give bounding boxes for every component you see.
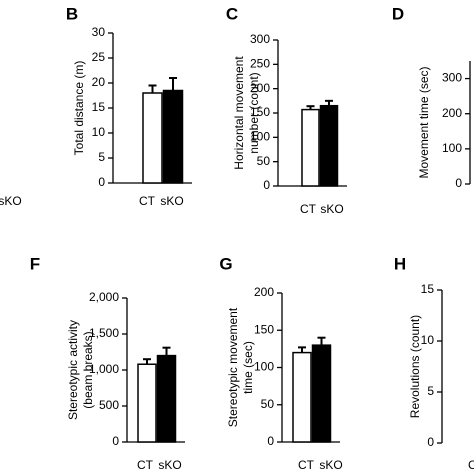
y-tick-label: 0 — [427, 435, 434, 449]
x-tick-label: CT — [298, 458, 315, 472]
y-tick-label: 150 — [250, 105, 270, 119]
x-tick-label: sKO — [158, 458, 181, 472]
y-tick-label: 200 — [442, 106, 462, 120]
bar — [292, 351, 312, 443]
y-tick-label: 250 — [250, 57, 270, 71]
x-tick-label: CT — [137, 458, 154, 472]
bar — [301, 108, 320, 187]
y-tick-label: 500 — [99, 398, 119, 412]
x-tick-label: CT — [468, 458, 474, 472]
panel-label: C — [226, 4, 238, 23]
y-tick-label: 0 — [455, 176, 462, 190]
y-tick-label: 0 — [267, 434, 274, 448]
y-tick-label: 30 — [92, 25, 106, 39]
y-axis-label: Horizontal movement — [232, 56, 246, 170]
bar — [137, 363, 157, 443]
panel-label: B — [66, 4, 78, 23]
y-axis-label: time (sec) — [241, 341, 255, 394]
y-tick-label: 2,000 — [89, 290, 119, 304]
y-tick-label: 150 — [254, 322, 274, 336]
bar — [156, 354, 177, 443]
y-axis-label: Stereotypic movement — [226, 307, 240, 427]
y-tick-label: 100 — [254, 360, 274, 374]
x-tick-label: CT — [139, 194, 156, 208]
y-tick-label: 25 — [92, 50, 106, 64]
y-tick-label: 200 — [254, 285, 274, 299]
panel-label: H — [394, 254, 406, 273]
y-tick-label: 50 — [261, 397, 275, 411]
y-tick-label: 300 — [250, 32, 270, 46]
y-tick-label: 20 — [92, 75, 106, 89]
panel-label: F — [30, 254, 40, 273]
y-tick-label: 1,500 — [89, 326, 119, 340]
x-tick-label: sKO — [319, 458, 342, 472]
bar — [311, 344, 332, 443]
y-tick-label: 10 — [421, 333, 435, 347]
y-tick-label: 5 — [427, 384, 434, 398]
y-tick-label: 100 — [442, 141, 462, 155]
x-tick-label: CT — [300, 202, 317, 216]
y-tick-label: 15 — [92, 100, 106, 114]
y-tick-label: 10 — [92, 125, 106, 139]
y-axis-label: Movement time (sec) — [417, 66, 431, 178]
x-tick-label: sKO — [0, 194, 22, 208]
y-axis-label: Stereotypic activity — [66, 320, 80, 420]
y-tick-label: 0 — [98, 175, 105, 189]
y-tick-label: 100 — [250, 130, 270, 144]
bar — [162, 89, 184, 184]
y-tick-label: 300 — [442, 71, 462, 85]
y-tick-label: 15 — [421, 282, 435, 296]
y-axis-label: (beam breaks) — [81, 331, 95, 408]
y-tick-label: 1,000 — [89, 362, 119, 376]
y-tick-label: 200 — [250, 81, 270, 95]
y-axis-label: number (count) — [247, 72, 261, 153]
x-tick-label: sKO — [320, 202, 343, 216]
y-axis-label: Total distance (m) — [72, 61, 86, 156]
y-tick-label: 0 — [112, 434, 119, 448]
panel-label: G — [219, 254, 232, 273]
y-tick-label: 5 — [98, 150, 105, 164]
bar — [319, 104, 339, 187]
y-tick-label: 50 — [257, 154, 271, 168]
y-axis-label: Revolutions (count) — [408, 315, 422, 418]
bar — [142, 92, 163, 184]
y-tick-label: 0 — [263, 178, 270, 192]
panel-label: D — [392, 4, 404, 23]
x-tick-label: sKO — [160, 194, 183, 208]
